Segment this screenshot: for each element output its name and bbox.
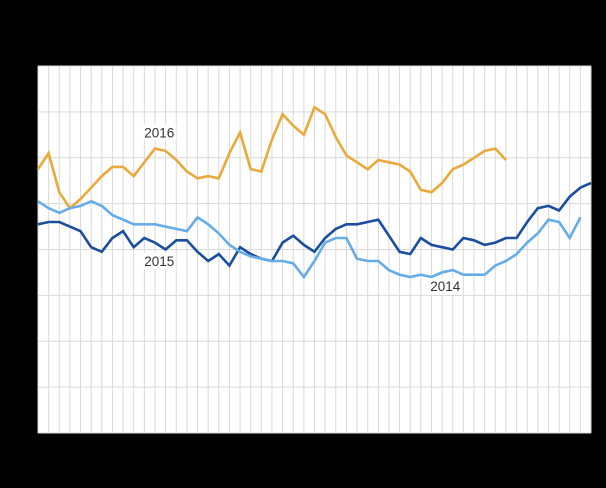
series-line-2016 [36,105,507,211]
series-line-2014 [37,199,582,280]
series-label-2016: 2016 [144,126,174,141]
label-halo-2015 [142,252,177,269]
label-halo-2014 [428,278,463,295]
label-halo-2016 [142,124,177,141]
series-label-2014: 2014 [430,279,461,294]
series-label-2015: 2015 [144,254,174,269]
series-line-2015 [37,181,592,268]
